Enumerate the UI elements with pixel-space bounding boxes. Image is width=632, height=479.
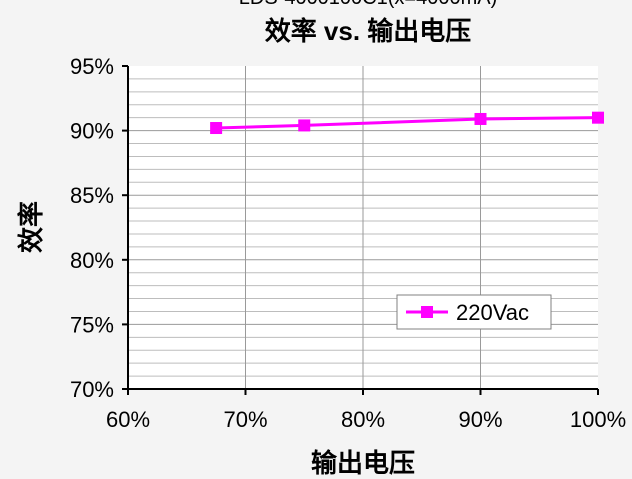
x-tick-label: 80% [341,407,385,432]
axes [122,65,599,395]
y-tick-label: 90% [70,119,114,144]
series-220vac [210,111,604,135]
y-tick-label: 95% [70,54,114,79]
chart-title-partial: LDS-4000100C1(x=4000mA) [239,0,498,9]
y-tick-label: 75% [70,312,114,337]
legend-marker [421,306,433,318]
x-tick-label: 90% [458,407,502,432]
data-point-marker [474,112,487,125]
y-tick-label: 80% [70,248,114,273]
legend-label: 220Vac [456,300,529,325]
x-tick-label: 70% [223,407,267,432]
tick-labels: 70% 75% 80% 85% 90% 95% 60% 70% 80% 90% 100% [70,54,626,432]
x-axis-label: 输出电压 [311,448,415,478]
data-point-marker [210,122,223,135]
legend: 220Vac [396,294,552,330]
y-tick-label: 70% [70,377,114,402]
y-axis-label: 效率 [16,201,46,253]
series-line [216,116,599,130]
data-point-marker [592,111,604,124]
grid-lines [128,66,598,389]
x-tick-label: 60% [106,407,150,432]
data-point-marker [298,119,311,132]
y-tick-label: 85% [70,183,114,208]
chart-title: 效率 vs. 输出电压 [265,16,472,46]
x-tick-label: 100% [570,407,626,432]
